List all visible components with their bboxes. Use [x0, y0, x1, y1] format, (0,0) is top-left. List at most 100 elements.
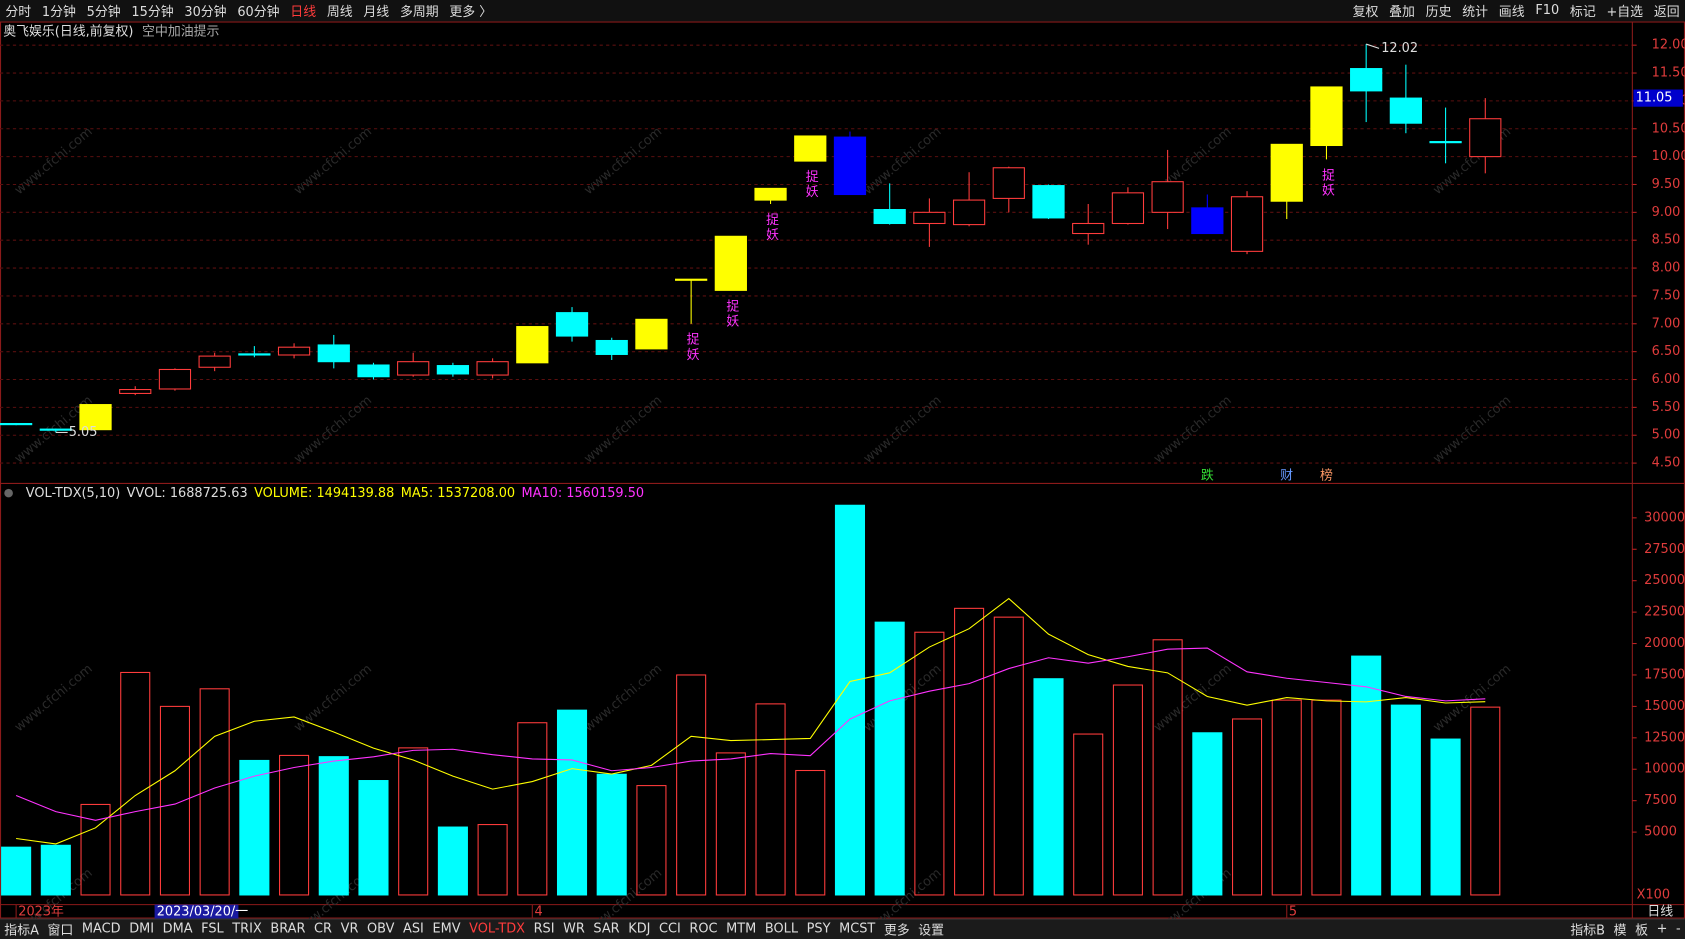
candle-body	[1350, 68, 1383, 92]
candle-body	[119, 389, 152, 394]
candle-body	[1072, 222, 1105, 235]
tool-button[interactable]: 返回	[1653, 3, 1680, 19]
indicator-tab[interactable]: DMA	[162, 920, 193, 936]
tool-button[interactable]: 复权	[1352, 3, 1379, 19]
volume-bar	[1351, 655, 1382, 896]
candle-body	[595, 339, 628, 355]
period-button[interactable]: 分时	[5, 3, 32, 19]
tab-tool[interactable]: 模	[1613, 922, 1627, 938]
tab-tool[interactable]: 板	[1635, 922, 1649, 938]
y-tick-label: 6.00	[1652, 372, 1681, 387]
candle-body	[277, 346, 311, 356]
indicator-tab[interactable]: BRAR	[270, 920, 306, 936]
tool-button[interactable]: 历史	[1425, 3, 1452, 19]
volume-bar	[755, 703, 786, 896]
period-button[interactable]: 更多 〉	[449, 3, 493, 19]
period-button[interactable]: 30分钟	[184, 3, 227, 19]
candle-body	[913, 211, 946, 225]
indicator-tab[interactable]: VOL-TDX	[469, 920, 525, 936]
indicator-tab[interactable]: 指标A	[4, 922, 39, 938]
indicator-tab[interactable]: 更多	[883, 922, 910, 938]
y-tick-label: 17500	[1644, 667, 1685, 682]
indicator-tab[interactable]: CR	[314, 920, 333, 936]
y-tick-label: 5.50	[1652, 400, 1681, 415]
candle-body	[1389, 97, 1422, 124]
indicator-tab[interactable]: ROC	[689, 920, 718, 936]
signal-label: 捉妖	[684, 332, 699, 362]
volume-bar	[318, 756, 349, 896]
indicator-tab[interactable]: EMV	[432, 920, 461, 936]
indicator-tabs: 指标A 窗口 MACD DMI DMA FSL TRIX BRAR CR VR OBV ASI EMV V…	[0, 918, 1685, 939]
indicator-title: VOL-TDX(5,10)	[26, 486, 120, 501]
y-tick-label: 10.50	[1652, 121, 1685, 136]
tab-tool[interactable]: -	[1676, 920, 1681, 936]
period-button[interactable]: 多周期	[399, 3, 439, 19]
tool-button[interactable]: 统计	[1462, 3, 1489, 19]
indicator-tab[interactable]: SAR	[593, 920, 620, 936]
tab-tool[interactable]: 指标B	[1570, 922, 1606, 938]
y-tick-label: 7.00	[1652, 316, 1681, 331]
indicator-stat: VVOL: 1688725.63	[127, 486, 248, 501]
stock-title: 奥飞娱乐(日线,前复权)	[3, 23, 134, 39]
volume-bar	[1271, 699, 1302, 896]
candle-body	[397, 361, 430, 376]
volume-bar	[40, 844, 71, 896]
y-tick-label: 7.50	[1652, 288, 1681, 303]
indicator-tab[interactable]: OBV	[366, 920, 395, 936]
tab-tool[interactable]: +	[1656, 920, 1668, 936]
volume-bar	[477, 824, 508, 896]
indicator-tab[interactable]: FSL	[201, 920, 224, 936]
candle-body	[794, 135, 827, 162]
candle-body	[436, 365, 470, 375]
indicator-tab[interactable]: MACD	[81, 920, 121, 936]
indicator-tab[interactable]: WR	[563, 920, 585, 936]
legend-entry: MA5: 1537208.00	[401, 486, 515, 501]
indicator-tab[interactable]: VR	[340, 920, 359, 936]
volume-bar	[1033, 678, 1064, 896]
signal-label: 捉妖	[803, 170, 818, 200]
ma-line	[15, 647, 1486, 821]
x-tick-label: 2023年	[18, 905, 64, 920]
indicator-tab[interactable]: 窗口	[47, 922, 74, 938]
indicator-tab[interactable]: 设置	[918, 922, 945, 938]
indicator-tab[interactable]: RSI	[533, 920, 555, 936]
volume-bar	[834, 504, 866, 896]
tool-button[interactable]: +自选	[1606, 3, 1644, 19]
candle-body	[1151, 181, 1184, 213]
candle-body	[1111, 192, 1145, 225]
volume-bar	[715, 752, 746, 896]
indicator-tab[interactable]: DMI	[129, 920, 155, 936]
legend-icon	[4, 488, 13, 498]
tool-button[interactable]: 叠加	[1389, 3, 1415, 19]
indicator-tab[interactable]: PSY	[806, 920, 831, 936]
indicator-tab[interactable]: CCI	[659, 920, 681, 936]
tool-button[interactable]: F10	[1535, 1, 1560, 17]
indicator-tab[interactable]: MCST	[839, 920, 876, 936]
volume-bar	[279, 754, 310, 896]
notice[interactable]: 空中加油提示	[142, 23, 220, 39]
indicator-tab[interactable]: KDJ	[628, 920, 651, 936]
y-tick-label: 20000	[1644, 636, 1685, 651]
period-button[interactable]: 1分钟	[41, 3, 76, 19]
candle-body	[1310, 86, 1343, 147]
candle-body	[1230, 196, 1264, 252]
period-button[interactable]: 月线	[363, 3, 390, 19]
period-button[interactable]: 日线	[290, 3, 317, 19]
period-button[interactable]: 15分钟	[131, 3, 174, 19]
period-button[interactable]: 60分钟	[237, 3, 280, 19]
period-button[interactable]: 周线	[326, 3, 353, 19]
tool-button[interactable]: 画线	[1498, 3, 1525, 19]
indicator-tab[interactable]: TRIX	[232, 920, 262, 936]
y-tick-label: 7500	[1644, 793, 1677, 808]
indicator-tab[interactable]: ASI	[403, 920, 424, 936]
volume-bar	[954, 607, 985, 896]
tool-button[interactable]: 标记	[1569, 3, 1596, 19]
y-tick-label: 5.00	[1652, 428, 1681, 443]
period-button[interactable]: 5分钟	[86, 3, 121, 19]
max-price-label: 12.02	[1381, 41, 1418, 56]
indicator-tab[interactable]: BOLL	[764, 920, 799, 936]
indicator-tab[interactable]: MTM	[726, 920, 757, 936]
candle-body	[79, 404, 112, 431]
candle-body	[992, 167, 1025, 199]
